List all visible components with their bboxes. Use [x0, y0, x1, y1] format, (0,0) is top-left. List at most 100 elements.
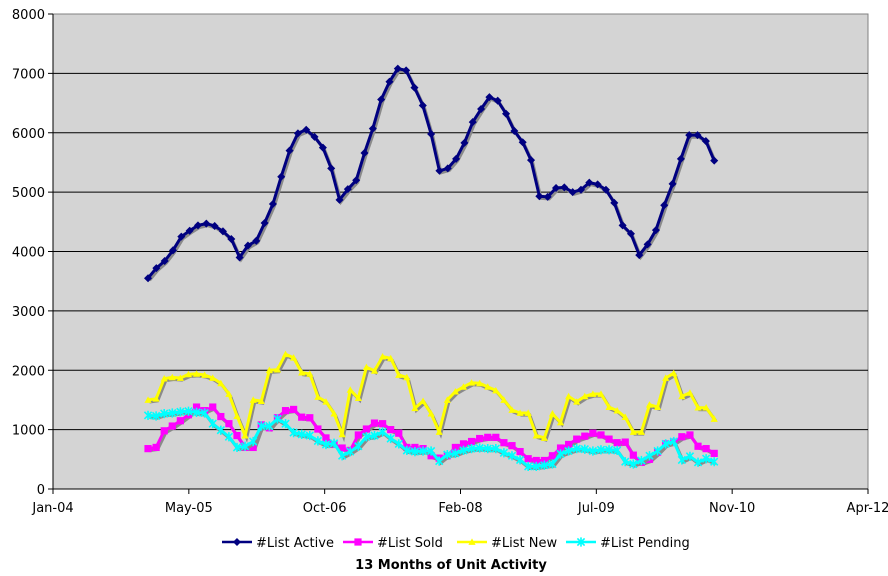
data-point	[427, 409, 435, 417]
data-point	[393, 64, 402, 73]
data-point	[597, 390, 605, 397]
data-point	[477, 104, 486, 114]
data-point	[208, 419, 217, 429]
data-point	[686, 431, 694, 439]
chart-caption: 13 Months of Unit Activity	[355, 558, 547, 573]
data-point	[527, 156, 536, 165]
legend-item: #List Pending	[566, 536, 690, 551]
data-point	[337, 451, 347, 461]
series-layer	[143, 64, 719, 472]
data-point	[573, 435, 581, 443]
data-point	[524, 461, 533, 472]
data-point	[637, 428, 646, 435]
data-point	[378, 427, 387, 437]
data-point	[410, 83, 419, 92]
data-point	[589, 429, 597, 437]
data-point	[443, 396, 451, 403]
data-point	[281, 350, 290, 358]
x-tick-label: Jan-04	[31, 501, 73, 516]
data-point	[678, 392, 686, 400]
data-point	[443, 164, 452, 173]
data-point	[217, 379, 225, 387]
data-point	[224, 432, 234, 442]
data-point	[669, 436, 678, 447]
data-point	[435, 456, 444, 466]
data-point	[670, 369, 678, 377]
data-point	[565, 440, 573, 449]
data-point	[540, 434, 548, 441]
data-point	[573, 398, 581, 405]
data-point	[362, 432, 371, 442]
data-point	[184, 370, 193, 378]
data-point	[330, 409, 338, 417]
data-point	[335, 195, 344, 204]
data-point	[418, 446, 428, 456]
data-point	[532, 456, 540, 465]
gridlines	[53, 72, 868, 431]
data-point	[233, 431, 241, 440]
data-point	[597, 431, 605, 439]
data-point	[176, 417, 184, 425]
data-point	[613, 407, 621, 414]
data-point	[576, 185, 586, 194]
data-point	[290, 354, 298, 361]
data-point	[502, 109, 511, 118]
y-tick-label: 6000	[12, 127, 45, 142]
data-point	[395, 429, 403, 437]
data-point	[402, 445, 412, 456]
y-tick-label: 4000	[12, 246, 45, 261]
data-point	[702, 445, 710, 453]
x-tick-label: Nov-10	[709, 501, 755, 516]
data-point	[629, 451, 637, 459]
data-point	[402, 66, 411, 75]
y-axis: 0 1000 2000 3000 4000 5000 6000 7000 8000	[12, 8, 54, 498]
data-point	[585, 178, 594, 187]
data-point	[152, 264, 161, 273]
data-point	[686, 389, 694, 396]
data-point	[710, 449, 718, 457]
data-point	[362, 425, 371, 433]
data-point	[314, 393, 322, 400]
data-point	[240, 441, 250, 451]
data-point	[378, 420, 387, 428]
data-point	[662, 374, 670, 381]
data-point	[540, 456, 548, 465]
data-point	[232, 537, 242, 547]
data-point	[621, 413, 629, 421]
data-point	[629, 459, 638, 469]
series-list-new	[144, 350, 718, 443]
data-point	[281, 419, 290, 429]
data-point	[227, 235, 236, 244]
data-point	[468, 118, 477, 127]
y-tick-label: 0	[37, 483, 45, 498]
data-point	[556, 444, 565, 452]
data-point	[702, 404, 710, 411]
data-point	[551, 183, 561, 192]
data-point	[290, 405, 298, 414]
data-point	[354, 431, 362, 439]
data-point	[660, 201, 669, 210]
data-point	[693, 457, 703, 467]
data-point	[459, 445, 468, 456]
data-point	[618, 221, 627, 230]
data-point	[451, 448, 460, 458]
data-point	[596, 445, 606, 455]
data-point	[459, 440, 468, 448]
data-point	[160, 427, 168, 435]
data-point	[427, 129, 436, 138]
data-point	[249, 443, 257, 452]
data-point	[499, 448, 509, 458]
data-point	[306, 414, 314, 422]
y-tick-label: 3000	[12, 305, 45, 320]
data-point	[298, 413, 306, 421]
data-point	[560, 183, 569, 192]
data-point	[293, 129, 302, 138]
data-point	[387, 426, 395, 434]
data-point	[306, 370, 314, 377]
data-point	[580, 444, 589, 454]
data-point	[322, 434, 330, 442]
data-point	[394, 439, 403, 449]
data-point	[370, 419, 379, 427]
data-point	[403, 373, 411, 381]
data-point	[540, 460, 549, 470]
